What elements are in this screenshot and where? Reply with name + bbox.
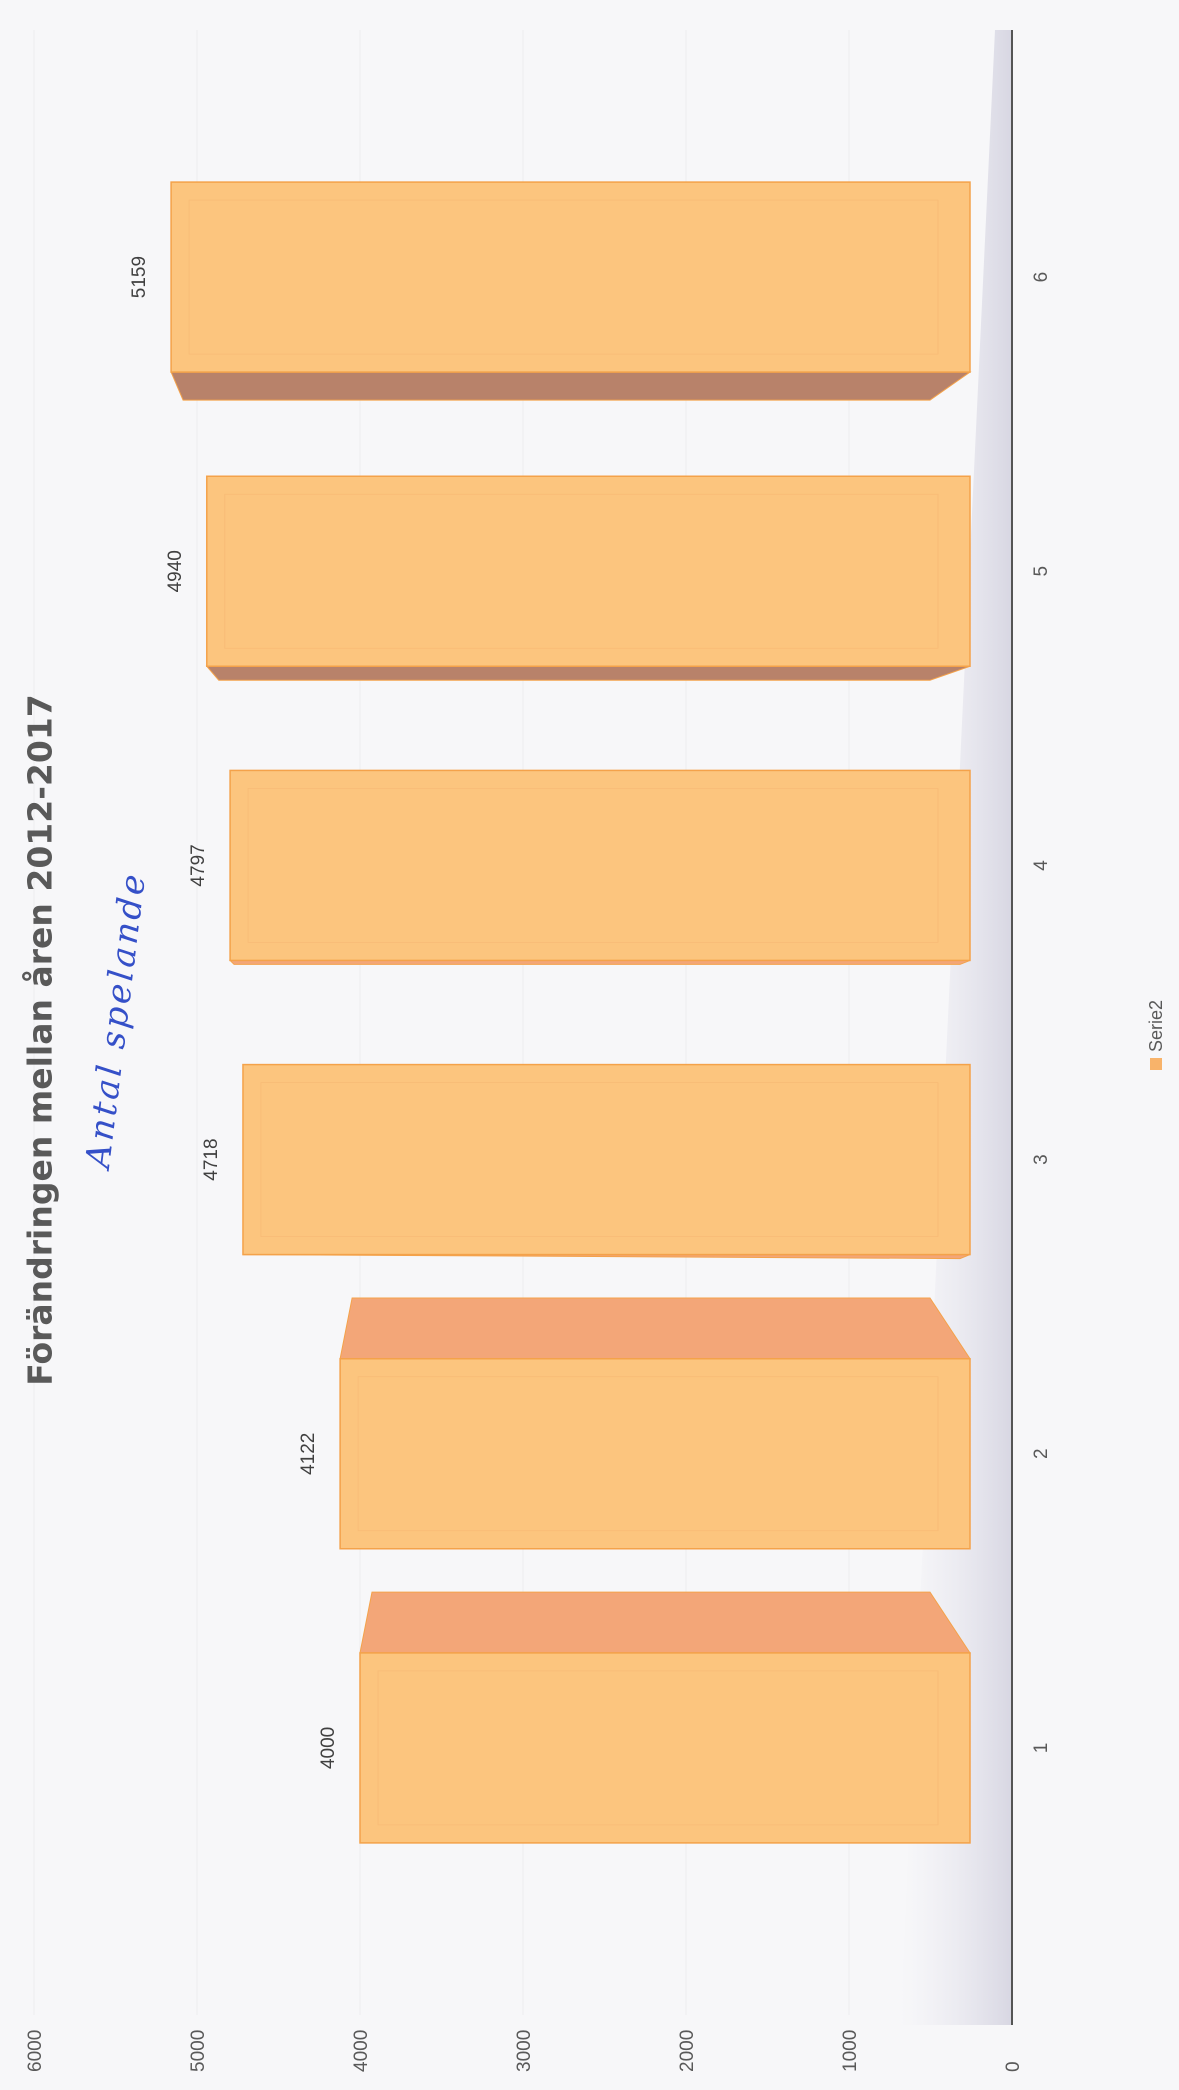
y-tick-label: 5000 bbox=[188, 2030, 209, 2072]
bar-group: 4718 bbox=[201, 1063, 971, 1260]
data-label: 4797 bbox=[188, 844, 209, 886]
x-tick-label: 4 bbox=[1031, 860, 1052, 871]
bar-top-face bbox=[359, 1591, 971, 1654]
legend: Serie2 bbox=[1146, 1000, 1166, 1070]
legend-label: Serie2 bbox=[1146, 1000, 1166, 1052]
bar bbox=[229, 769, 971, 962]
x-tick-label: 2 bbox=[1031, 1448, 1052, 1459]
bar bbox=[242, 1063, 971, 1256]
data-label: 5159 bbox=[129, 256, 150, 298]
data-label: 4000 bbox=[318, 1727, 339, 1769]
bar-inner-edge bbox=[260, 1082, 939, 1237]
x-tick-label: 6 bbox=[1031, 272, 1052, 283]
bar-group: 4797 bbox=[188, 769, 971, 965]
y-tick-label: 3000 bbox=[514, 2030, 535, 2072]
bar-inner-edge bbox=[357, 1376, 939, 1532]
data-label: 4718 bbox=[201, 1138, 222, 1180]
bar-group: 5159 bbox=[129, 181, 972, 401]
y-tick-label: 4000 bbox=[351, 2030, 372, 2072]
bar-group: 4940 bbox=[165, 475, 971, 681]
handwritten-annotation: Antal spelande bbox=[78, 869, 154, 1173]
bar-inner-edge bbox=[377, 1670, 939, 1826]
data-label: 4940 bbox=[165, 550, 186, 592]
y-tick-label: 2000 bbox=[677, 2030, 698, 2072]
chart-title: Förändringen mellan åren 2012-2017 bbox=[21, 694, 60, 1386]
bar bbox=[339, 1358, 971, 1550]
x-tick-label: 5 bbox=[1031, 566, 1052, 577]
bars: 4000 4122 4718 4797 4940 5159 bbox=[129, 181, 972, 1844]
bar-inner-edge bbox=[247, 788, 939, 943]
y-tick-label: 0 bbox=[1003, 2061, 1024, 2072]
bar-group: 4000 bbox=[318, 1591, 971, 1844]
bar-inner-edge bbox=[188, 199, 939, 355]
bar-side-face bbox=[205, 665, 971, 681]
bar bbox=[170, 181, 971, 373]
bar-inner-edge bbox=[224, 493, 939, 649]
y-tick-label: 1000 bbox=[840, 2030, 861, 2072]
x-tick-label: 1 bbox=[1031, 1743, 1052, 1754]
data-label: 4122 bbox=[298, 1433, 319, 1475]
bar-side-face bbox=[170, 371, 972, 401]
bar bbox=[359, 1652, 971, 1844]
axes: 0 1000 2000 3000 4000 5000 6000 1 2 3 4 5 6 bbox=[25, 30, 1052, 2072]
bar-top-face bbox=[339, 1297, 971, 1360]
bar bbox=[206, 475, 971, 667]
y-tick-label: 6000 bbox=[25, 2030, 46, 2072]
bar-group: 4122 bbox=[298, 1297, 971, 1550]
title-group: Förändringen mellan åren 2012-2017 Antal… bbox=[21, 694, 155, 1386]
x-tick-label: 3 bbox=[1031, 1154, 1052, 1165]
legend-swatch bbox=[1150, 1058, 1162, 1070]
